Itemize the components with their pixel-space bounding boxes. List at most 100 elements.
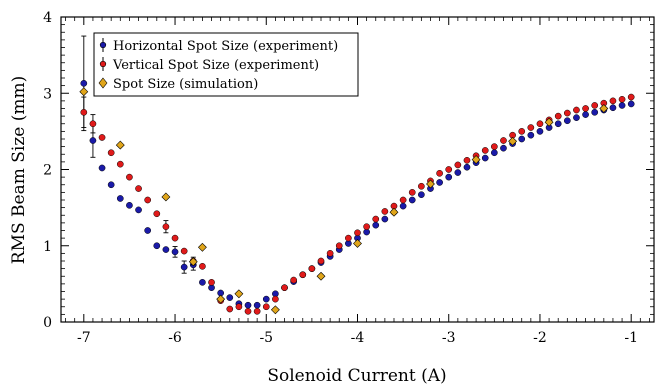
data-point	[408, 189, 416, 196]
data-point	[618, 102, 626, 109]
x-tick-label: -3	[442, 330, 456, 346]
x-tick-label: -1	[624, 330, 638, 346]
data-point	[609, 104, 617, 112]
data-point	[199, 262, 206, 270]
data-point	[582, 105, 589, 112]
data-point	[162, 246, 170, 253]
data-point	[107, 181, 115, 189]
data-point	[490, 149, 498, 157]
data-point	[235, 303, 243, 311]
data-point	[89, 137, 97, 144]
data-point	[115, 140, 125, 150]
data-point	[116, 195, 124, 202]
data-point	[208, 279, 215, 286]
data-point	[554, 112, 562, 120]
data-point	[573, 106, 580, 114]
data-point	[481, 147, 489, 154]
y-tick-label: 2	[43, 163, 52, 179]
data-point	[454, 169, 462, 176]
data-point	[445, 166, 453, 173]
data-point	[308, 265, 316, 272]
data-point	[436, 179, 443, 186]
data-point	[609, 97, 617, 105]
data-point	[363, 223, 370, 231]
data-point	[463, 163, 471, 171]
legend-entry-horizontal: Horizontal Spot Size (experiment)	[99, 38, 338, 54]
data-point	[500, 144, 507, 152]
y-tick-labels: 0 1 2 3 4	[43, 10, 52, 331]
data-point	[418, 182, 425, 190]
data-point	[418, 191, 425, 199]
data-point	[573, 114, 580, 122]
data-point	[290, 276, 297, 284]
series-2	[80, 93, 635, 315]
data-point	[153, 210, 161, 218]
data-point	[544, 117, 554, 127]
data-point	[80, 108, 88, 116]
data-point	[335, 242, 343, 250]
data-point	[135, 185, 142, 192]
data-point	[536, 128, 544, 135]
data-point	[144, 227, 152, 234]
data-point	[216, 294, 226, 304]
data-point	[161, 192, 171, 202]
data-point	[436, 169, 443, 177]
data-point	[126, 201, 133, 209]
data-point	[426, 179, 435, 189]
data-point	[353, 239, 362, 248]
data-point	[253, 301, 261, 309]
data-point	[536, 120, 544, 128]
x-tick-label: -7	[77, 330, 91, 346]
data-point	[372, 215, 380, 223]
data-point	[98, 164, 106, 172]
data-point	[527, 131, 535, 139]
data-point	[627, 93, 635, 101]
data-point	[262, 295, 270, 303]
data-point	[162, 223, 170, 231]
data-marks	[79, 35, 635, 315]
data-point	[463, 157, 471, 164]
data-point	[262, 303, 270, 311]
data-point	[98, 134, 106, 141]
data-point	[563, 109, 571, 117]
data-point	[381, 208, 389, 215]
data-point	[317, 257, 325, 265]
data-point	[144, 196, 152, 204]
legend-label-vertical: Vertical Spot Size (experiment)	[112, 58, 319, 73]
data-point	[316, 271, 326, 281]
data-point	[627, 100, 635, 108]
y-tick-label: 0	[43, 315, 52, 331]
data-point	[281, 284, 288, 292]
data-point	[490, 143, 498, 150]
data-point	[454, 161, 462, 169]
data-point	[234, 289, 244, 299]
data-point	[445, 173, 453, 181]
data-point	[518, 135, 526, 143]
data-point	[563, 117, 571, 125]
x-tick-labels: -7 -6 -5 -4 -3 -2 -1	[77, 330, 638, 346]
legend-marker-horizontal	[99, 41, 107, 49]
data-point	[527, 124, 535, 131]
data-point	[326, 250, 334, 257]
data-point	[381, 215, 389, 223]
data-point	[126, 173, 133, 181]
x-tick-label: -4	[351, 330, 365, 346]
data-point	[408, 196, 416, 204]
y-tick-label: 3	[43, 86, 52, 102]
data-point	[188, 257, 198, 267]
data-point	[299, 271, 307, 279]
data-point	[272, 295, 279, 303]
data-point	[171, 234, 179, 242]
y-tick-label: 1	[43, 239, 52, 255]
data-point	[80, 79, 88, 87]
data-point	[180, 263, 188, 271]
data-point	[107, 149, 115, 157]
data-point	[199, 279, 206, 286]
data-point	[89, 120, 97, 128]
data-point	[116, 160, 124, 168]
data-point	[399, 196, 407, 204]
data-point	[244, 307, 252, 315]
legend-box	[93, 32, 359, 97]
legend-marker-vertical	[99, 60, 107, 68]
data-point	[618, 96, 626, 103]
